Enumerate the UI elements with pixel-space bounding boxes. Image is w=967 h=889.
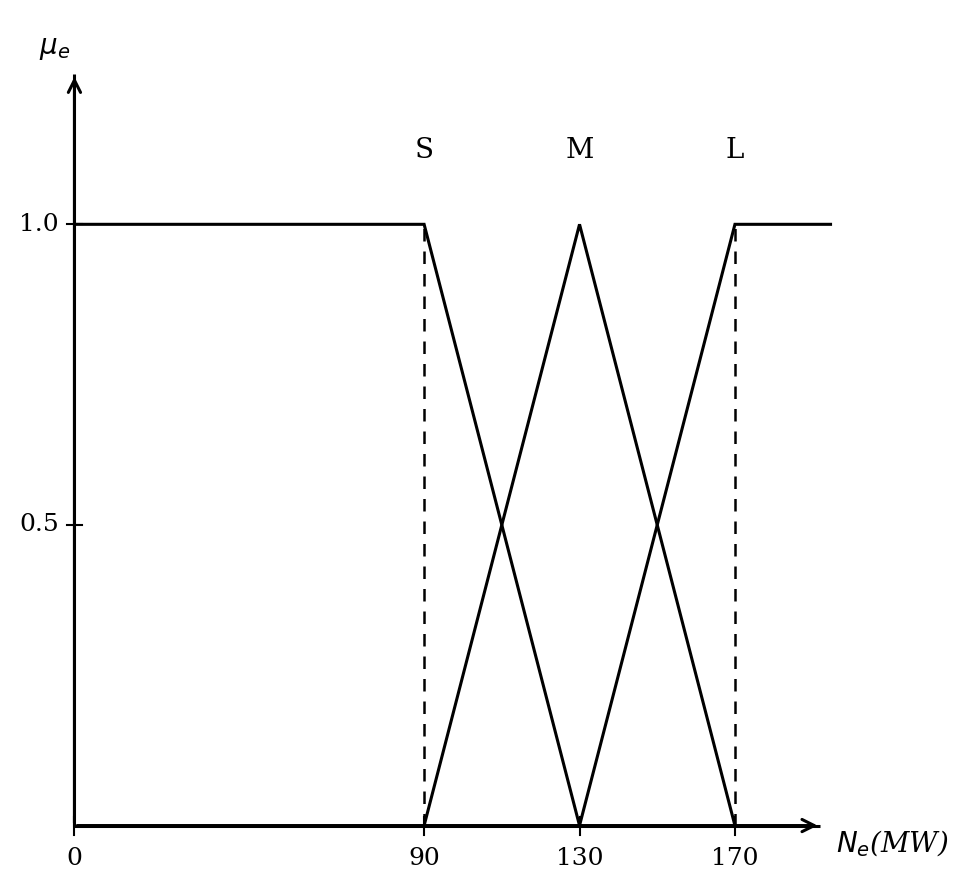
Text: 0: 0: [67, 846, 82, 869]
Text: $N_e$(MW): $N_e$(MW): [835, 829, 949, 859]
Text: 130: 130: [556, 846, 603, 869]
Text: 0.5: 0.5: [19, 514, 59, 536]
Text: 170: 170: [711, 846, 759, 869]
Text: 1.0: 1.0: [19, 212, 59, 236]
Text: M: M: [566, 137, 594, 164]
Text: 90: 90: [408, 846, 440, 869]
Text: S: S: [415, 137, 433, 164]
Text: $\mu_e$: $\mu_e$: [40, 35, 71, 62]
Text: L: L: [726, 137, 745, 164]
